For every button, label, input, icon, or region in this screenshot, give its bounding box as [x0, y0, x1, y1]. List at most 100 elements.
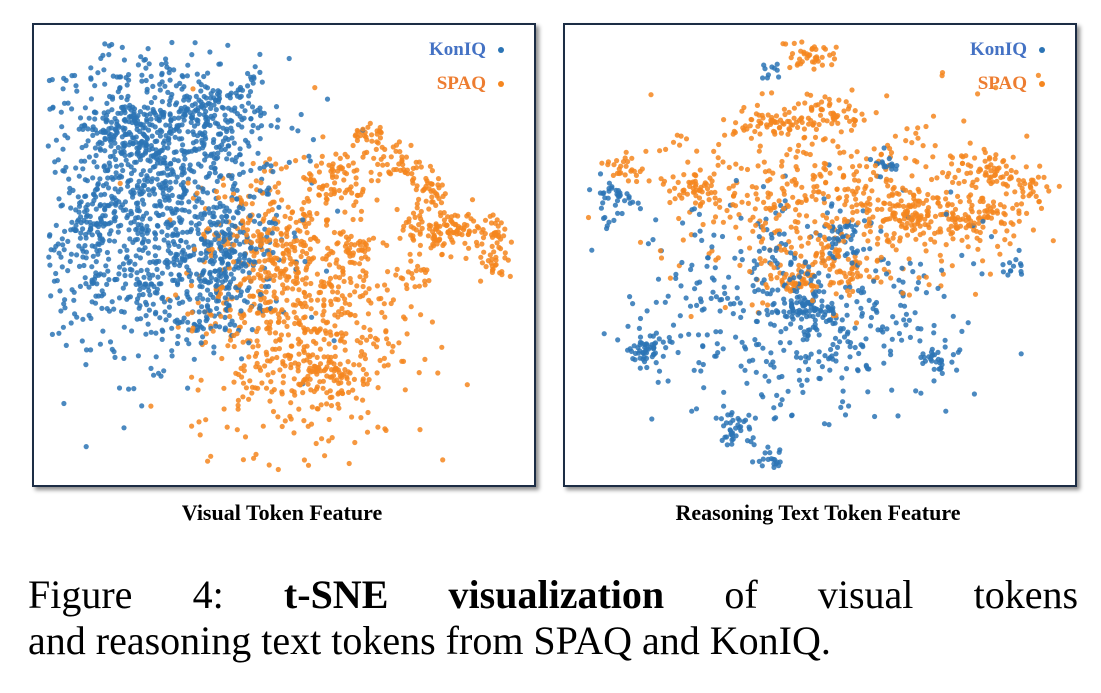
scatter-point-spaq — [272, 184, 278, 190]
right-scatter-panel: KonIQ SPAQ — [563, 23, 1077, 487]
scatter-point-spaq — [805, 240, 811, 246]
scatter-point-spaq — [758, 120, 764, 126]
scatter-point-koniq — [193, 138, 199, 144]
scatter-point-spaq — [235, 406, 241, 412]
scatter-point-koniq — [872, 301, 878, 308]
scatter-point-spaq — [441, 217, 447, 223]
scatter-point-spaq — [361, 324, 367, 330]
scatter-point-koniq — [116, 295, 123, 301]
scatter-point-koniq — [812, 273, 818, 279]
scatter-point-koniq — [99, 305, 105, 311]
scatter-point-koniq — [719, 233, 726, 240]
scatter-point-spaq — [799, 59, 805, 65]
scatter-point-spaq — [749, 117, 755, 123]
scatter-point-spaq — [813, 126, 819, 132]
scatter-point-spaq — [257, 367, 264, 373]
scatter-point-koniq — [677, 313, 683, 319]
scatter-point-spaq — [293, 219, 299, 225]
scatter-point-spaq — [243, 201, 249, 207]
scatter-point-spaq — [308, 387, 314, 393]
scatter-point-spaq — [732, 190, 738, 196]
scatter-point-spaq — [273, 238, 279, 244]
scatter-point-spaq — [849, 271, 856, 277]
scatter-point-spaq — [903, 138, 909, 144]
scatter-point-spaq — [304, 250, 310, 257]
legend-spaq-label: SPAQ — [436, 73, 486, 94]
scatter-point-koniq — [135, 204, 141, 210]
scatter-point-spaq — [283, 247, 290, 253]
scatter-point-koniq — [207, 122, 213, 128]
scatter-point-spaq — [943, 242, 949, 248]
scatter-point-spaq — [380, 162, 386, 168]
scatter-point-koniq — [868, 314, 874, 321]
scatter-point-spaq — [256, 233, 262, 239]
scatter-point-spaq — [227, 337, 234, 343]
scatter-point-spaq — [778, 130, 784, 136]
scatter-point-spaq — [788, 224, 794, 230]
scatter-point-koniq — [863, 336, 869, 342]
scatter-point-koniq — [229, 222, 235, 228]
scatter-point-spaq — [976, 209, 982, 215]
scatter-point-koniq — [696, 360, 702, 366]
scatter-point-koniq — [729, 430, 735, 436]
scatter-point-koniq — [217, 267, 223, 273]
scatter-point-spaq — [360, 397, 366, 403]
scatter-point-koniq — [143, 65, 149, 71]
scatter-point-koniq — [199, 272, 205, 278]
scatter-point-spaq — [753, 185, 759, 191]
scatter-point-spaq — [730, 183, 736, 189]
scatter-point-spaq — [776, 125, 782, 131]
scatter-point-koniq — [212, 166, 218, 172]
scatter-point-koniq — [790, 316, 796, 322]
scatter-point-spaq — [831, 56, 838, 62]
scatter-point-koniq — [202, 309, 208, 315]
scatter-point-spaq — [266, 227, 272, 233]
scatter-point-spaq — [418, 208, 424, 215]
scatter-point-spaq — [953, 223, 959, 229]
scatter-point-koniq — [898, 302, 904, 308]
scatter-point-spaq — [829, 121, 835, 127]
scatter-point-koniq — [212, 236, 218, 243]
scatter-point-spaq — [946, 216, 952, 222]
scatter-point-koniq — [918, 390, 924, 396]
scatter-point-koniq — [637, 334, 644, 340]
legend-koniq-label: KonIQ — [969, 39, 1027, 60]
scatter-point-spaq — [629, 155, 635, 161]
scatter-point-koniq — [847, 344, 853, 350]
scatter-point-spaq — [711, 148, 717, 154]
scatter-point-spaq — [793, 225, 799, 231]
scatter-point-spaq — [886, 193, 892, 199]
scatter-point-spaq — [814, 284, 820, 290]
scatter-point-koniq — [112, 127, 118, 133]
scatter-point-koniq — [655, 276, 662, 282]
scatter-point-koniq — [238, 93, 244, 99]
scatter-point-spaq — [767, 191, 774, 197]
scatter-point-koniq — [124, 97, 130, 103]
scatter-point-koniq — [142, 56, 148, 63]
scatter-point-koniq — [176, 243, 182, 249]
scatter-point-spaq — [297, 228, 303, 234]
scatter-point-koniq — [143, 281, 149, 287]
scatter-point-koniq — [145, 321, 151, 327]
scatter-point-spaq — [812, 174, 818, 180]
scatter-point-koniq — [631, 343, 637, 349]
scatter-point-spaq — [422, 356, 428, 362]
scatter-point-koniq — [796, 367, 802, 374]
scatter-point-spaq — [407, 251, 413, 257]
scatter-point-spaq — [928, 236, 934, 242]
scatter-point-koniq — [238, 289, 244, 295]
scatter-point-spaq — [345, 359, 351, 365]
scatter-point-spaq — [957, 199, 963, 205]
scatter-point-koniq — [643, 346, 649, 353]
scatter-point-koniq — [781, 347, 787, 353]
scatter-point-spaq — [692, 200, 699, 206]
scatter-point-spaq — [267, 299, 273, 305]
scatter-point-koniq — [335, 208, 341, 214]
scatter-point-koniq — [723, 420, 729, 426]
scatter-point-spaq — [820, 191, 826, 197]
scatter-point-spaq — [390, 144, 396, 150]
scatter-point-spaq — [768, 272, 774, 278]
scatter-point-koniq — [711, 232, 717, 238]
scatter-point-koniq — [212, 253, 218, 259]
scatter-point-spaq — [250, 160, 256, 167]
